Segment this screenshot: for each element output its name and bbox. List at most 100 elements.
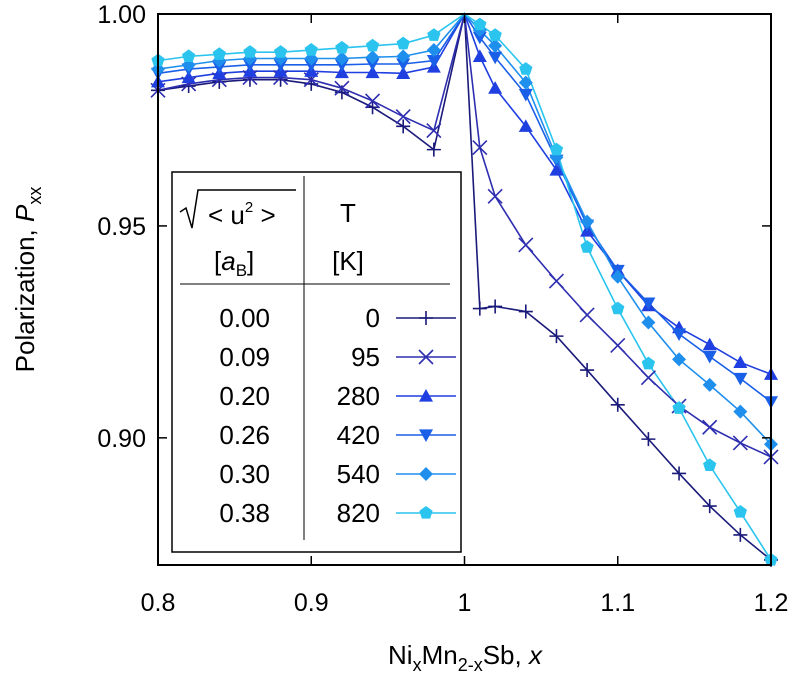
data-point — [365, 58, 380, 72]
data-point — [733, 527, 748, 542]
legend-t-value: 820 — [337, 498, 380, 528]
data-point — [242, 59, 257, 72]
data-point — [426, 55, 441, 68]
data-point — [426, 43, 441, 58]
legend-swatch-marker — [419, 467, 433, 481]
y-tick-label: 1.00 — [97, 1, 146, 29]
x-tick-label: 0.9 — [294, 589, 329, 617]
data-point — [472, 139, 488, 156]
legend-t-value: 0 — [366, 303, 380, 333]
data-point — [396, 66, 411, 79]
legend-t-value: 280 — [337, 381, 380, 411]
data-point — [365, 65, 380, 79]
data-point — [488, 81, 503, 94]
data-point — [243, 45, 257, 58]
data-point — [702, 350, 717, 364]
data-point — [610, 397, 625, 412]
x-tick-label: 1.1 — [600, 589, 635, 617]
series-line-5 — [157, 13, 772, 561]
data-point — [212, 61, 227, 74]
data-point — [365, 50, 380, 65]
data-point — [702, 419, 718, 435]
data-point — [426, 142, 441, 157]
data-point — [518, 88, 533, 102]
data-point — [273, 45, 288, 58]
series-line-4 — [157, 12, 772, 445]
x-tick-label: 1.2 — [754, 589, 789, 617]
series-line-2 — [157, 12, 772, 376]
data-point — [672, 352, 687, 367]
data-point — [703, 458, 717, 472]
data-point — [488, 38, 503, 53]
legend-col2-header-top: T — [340, 198, 356, 228]
data-point — [518, 75, 533, 90]
data-point — [611, 301, 625, 315]
data-point — [640, 370, 656, 386]
data-point — [641, 297, 656, 311]
y-tick-label: 0.90 — [97, 425, 146, 453]
data-point — [733, 505, 748, 518]
legend-u-value: 0.30 — [219, 459, 270, 489]
data-point — [733, 372, 748, 386]
legend-col1-header-top: < u2 > — [208, 199, 276, 230]
data-point — [334, 59, 349, 72]
data-point — [427, 28, 441, 41]
series-lines — [157, 12, 772, 561]
data-point — [733, 404, 748, 419]
legend-box — [171, 171, 462, 553]
legend-t-value: 95 — [351, 342, 380, 372]
legend-swatch-marker — [418, 349, 434, 365]
data-point — [334, 80, 350, 96]
data-point — [672, 401, 686, 414]
series-line-3 — [157, 12, 772, 403]
data-point — [426, 122, 442, 139]
data-point — [732, 435, 748, 451]
data-point — [672, 328, 687, 342]
data-point — [702, 337, 717, 351]
legend-swatch-marker — [419, 429, 433, 442]
data-point — [365, 100, 380, 115]
data-point — [641, 315, 656, 330]
data-point — [579, 307, 595, 323]
x-axis-title-tail: Sb, — [483, 640, 529, 670]
data-point — [488, 299, 503, 314]
data-point — [487, 188, 503, 204]
data-point — [473, 17, 487, 31]
legend-t-value: 540 — [337, 459, 380, 489]
data-point — [364, 93, 381, 109]
data-point — [273, 59, 288, 72]
data-point — [518, 304, 533, 319]
data-point — [580, 240, 594, 253]
sqrt-icon — [179, 189, 296, 229]
legend-swatch-marker — [419, 389, 433, 402]
series-line-1 — [157, 13, 772, 458]
data-point — [702, 377, 717, 392]
legend: < u2 > [aB] T [K] 0.00 0 0.09 95 0.20 280 0.26… — [171, 171, 462, 553]
y-axis-title-sub: xx — [25, 187, 45, 205]
legend-u-value: 0.00 — [219, 303, 270, 333]
data-point — [610, 337, 626, 354]
y-axis-title: Polarization, Pxx — [10, 187, 45, 373]
y-tick-label: 0.95 — [97, 213, 146, 241]
data-point — [396, 36, 410, 50]
data-point — [548, 273, 565, 289]
data-point — [549, 142, 564, 156]
legend-t-value: 420 — [337, 420, 380, 450]
legend-u-value: 0.20 — [219, 381, 270, 411]
data-point — [488, 28, 502, 41]
x-axis-title-sub2: 2-x — [458, 655, 483, 675]
data-point — [396, 58, 411, 72]
x-axis-title-mid: Mn — [422, 640, 458, 670]
x-tick-label: 0.8 — [141, 589, 176, 617]
legend-swatch-marker — [419, 311, 433, 325]
data-point — [672, 466, 687, 481]
y-axis-title-var: P — [10, 204, 40, 222]
data-point — [181, 70, 196, 84]
data-point — [641, 432, 656, 447]
x-axis-title-var: x — [527, 640, 543, 670]
x-axis-title: NixMn2-xSb, x — [388, 640, 543, 675]
legend-u-value: 0.09 — [219, 342, 270, 372]
data-point — [304, 43, 318, 56]
data-point — [580, 214, 595, 229]
